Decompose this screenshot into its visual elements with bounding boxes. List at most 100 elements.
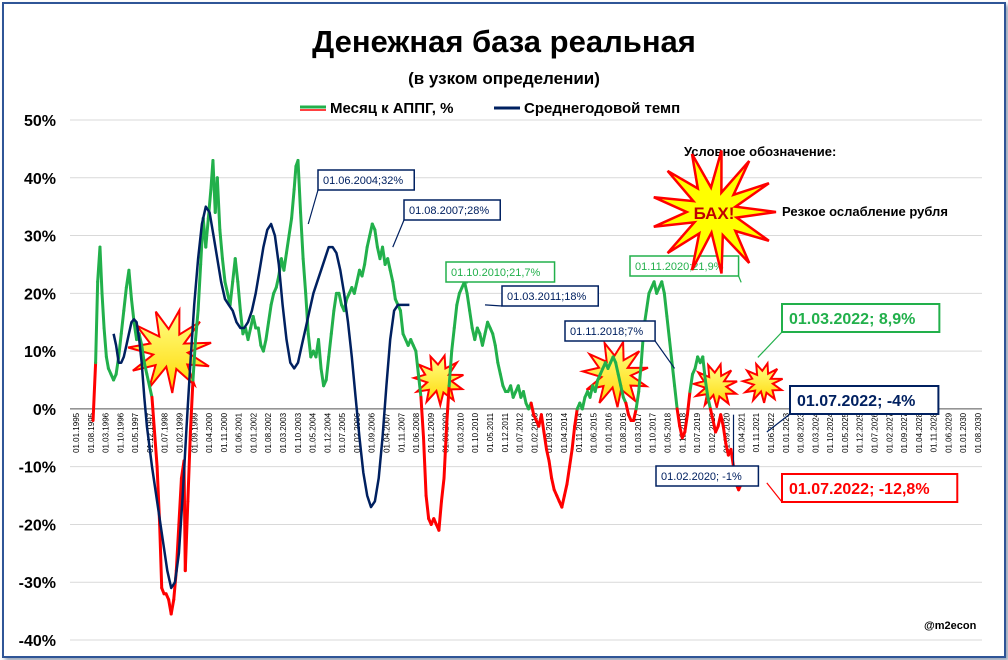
x-tick-label: 01.09.2013 [545,412,554,453]
series-monthly-segment [191,338,198,382]
y-tick-label: -30% [19,575,56,592]
series-monthly-segment [194,309,200,342]
series-monthly-segment [439,476,446,503]
annotation-leader [307,189,319,225]
series-monthly-segment [102,326,108,359]
x-tick-label: 01.05.2004 [309,412,318,453]
series-monthly-segment [447,349,454,388]
x-tick-label: 01.12.2025 [856,412,865,453]
watermark: @m2econ [924,620,977,632]
x-tick-label: 01.05.2025 [841,412,850,453]
series-monthly-segment [233,257,240,284]
x-tick-label: 01.04.2028 [915,412,924,453]
annotation-leader [766,413,791,433]
series-monthly-segment [238,309,245,336]
series-monthly-segment [267,303,273,324]
chart-subtitle: (в узком определении) [408,69,600,88]
x-tick-label: 01.01.2009 [427,412,436,453]
x-tick-label: 01.06.2008 [412,412,421,453]
series-monthly-segment [246,326,253,342]
series-monthly-segment [296,158,303,214]
series-monthly-segment [442,424,449,480]
legend: Месяц к АППГ, % Среднегодовой темп [300,100,680,117]
x-tick-label: 01.02.2020 [708,412,717,453]
chart-svg: Денежная база реальная (в узком определе… [19,24,983,650]
y-tick-label: 50% [24,113,56,130]
series-monthly-segment [580,395,587,411]
series-monthly-segment [452,303,459,330]
series-monthly-segment [319,366,326,388]
series-monthly-segment [619,384,625,399]
series-monthly-segment [223,280,230,295]
series-monthly-segment [634,390,641,411]
legend-item-average: Среднегодовой темп [524,100,680,117]
series-monthly-segment [119,309,126,336]
series-monthly-segment [570,424,577,451]
y-tick-label: -40% [19,633,56,650]
series-monthly-segment [183,499,190,573]
series-monthly-segment [562,482,569,498]
x-tick-label: 01.02.2027 [885,412,894,453]
x-tick-label: 01.03.2010 [456,412,465,453]
series-monthly-segment [324,355,331,382]
x-tick-label: 01.08.2016 [619,412,628,453]
series-monthly-segment [316,338,323,370]
x-tick-label: 01.06.2022 [767,412,776,453]
x-tick-label: 01.05.1997 [131,412,140,453]
x-tick-label: 01.10.2024 [826,412,835,453]
series-monthly-segment [287,216,294,238]
chart-title: Денежная база реальная [312,24,696,59]
series-monthly-segment [188,378,195,434]
series-monthly-segment [708,407,715,422]
x-tick-label: 01.07.1998 [161,412,170,453]
annotation-label: 01.03.2022; 8,9% [789,311,915,328]
x-tick-label: 01.04.2021 [737,412,746,453]
x-tick-label: 01.09.2020 [723,412,732,453]
series-monthly-segment [327,332,333,359]
series-monthly-segment [463,280,469,295]
x-tick-label: 01.01.2030 [959,412,968,453]
series-monthly-segment [560,494,566,509]
x-tick-label: 01.12.1997 [146,412,155,453]
series-monthly-segment [292,164,298,191]
annotation-leader [757,331,783,358]
series-monthly-segment [301,257,308,295]
series-monthly-segment [306,332,313,359]
x-tick-label: 01.09.2006 [368,412,377,453]
series-monthly-segment [142,361,149,376]
series-monthly-segment [215,176,222,232]
note-heading: Условное обозначение: [684,144,836,159]
x-tick-label: 01.11.2014 [575,412,584,452]
series-monthly-segment [282,251,288,272]
annotation-leader [766,482,783,503]
series-monthly-segment [127,268,133,301]
note-burst-star [653,150,777,274]
series-monthly-segment [169,598,176,616]
series-monthly-segment [332,291,338,313]
y-tick-label: 40% [24,171,56,188]
series-monthly-segment [544,447,551,463]
series-monthly-segment [218,228,224,261]
series-monthly-segment [644,291,651,313]
annotation-label: 01.06.2004;32% [323,175,403,187]
x-tick-label: 01.06.2029 [944,412,953,453]
series-monthly-segment [422,436,428,498]
series-monthly-segment [455,291,461,307]
annotation-label: 01.07.2022; -12,8% [789,481,930,498]
annotations: 01.06.2004;32% 01.08.2007;28% 01.10.2010;2… [307,169,959,503]
x-tick-label: 01.03.2024 [811,412,820,453]
y-tick-label: 0% [33,402,56,419]
x-tick-label: 01.05.2011 [486,412,495,452]
series-monthly-segment [706,395,712,411]
series-monthly-segment [667,338,674,365]
series-monthly-segment [274,274,281,290]
series-monthly-segment [568,447,574,469]
series-monthly-segment [480,332,487,347]
y-tick-label: -20% [19,517,56,534]
series-monthly-segment [122,286,128,313]
x-tick-label: 01.01.2002 [249,412,258,453]
series-monthly-segment [632,407,638,422]
series-monthly-segment [701,355,707,382]
annotation-label: 01.10.2010;21,7% [451,267,541,279]
